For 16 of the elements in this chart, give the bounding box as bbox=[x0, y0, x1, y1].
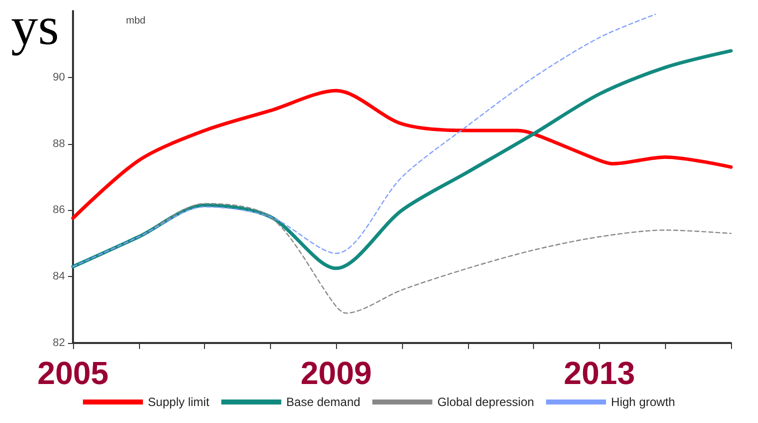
y-tick-label: 90 bbox=[52, 71, 65, 84]
legend-label: Supply limit bbox=[148, 395, 210, 409]
legend-label: Global depression bbox=[437, 395, 534, 409]
chart-title: ys bbox=[11, 0, 60, 56]
y-tick-label: 88 bbox=[52, 138, 65, 150]
line-series bbox=[72, 14, 656, 268]
legend-label: Base demand bbox=[286, 395, 360, 409]
x-tick-label: 2005 bbox=[37, 355, 109, 391]
y-tick-label: 82 bbox=[52, 337, 65, 349]
y-axis-title: mbd bbox=[126, 16, 146, 26]
x-tick-label: 2013 bbox=[564, 355, 635, 391]
y-tick-label: 84 bbox=[52, 270, 65, 283]
line-series bbox=[71, 88, 733, 220]
y-tick-label: 86 bbox=[52, 204, 65, 216]
x-tick-label: 2009 bbox=[300, 355, 372, 391]
legend-label: High growth bbox=[611, 395, 676, 409]
